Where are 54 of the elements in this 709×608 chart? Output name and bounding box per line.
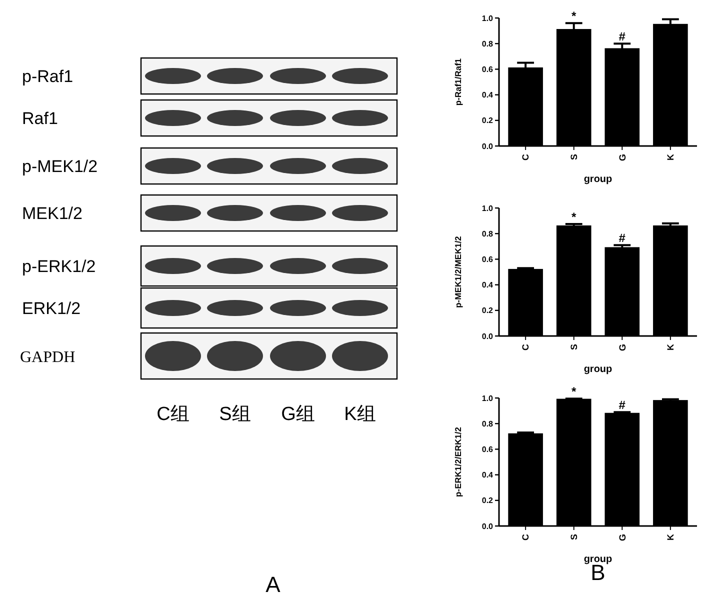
y-axis-title: p-MEK1/2/MEK1/2 bbox=[453, 236, 463, 308]
y-tick-label: 0.6 bbox=[482, 445, 494, 454]
x-tick-label: C bbox=[520, 534, 531, 540]
text: G组 bbox=[281, 404, 315, 425]
x-tick-label: K bbox=[666, 344, 676, 350]
y-tick-label: 0.4 bbox=[482, 90, 494, 100]
annotation: # bbox=[618, 231, 626, 246]
text: S组 bbox=[219, 404, 251, 425]
y-tick-label: 0.2 bbox=[482, 306, 494, 316]
annotation: # bbox=[618, 30, 626, 44]
y-tick-label: 0.6 bbox=[482, 255, 494, 264]
y-tick-label: 1.0 bbox=[482, 14, 494, 23]
annotation: # bbox=[618, 398, 626, 412]
y-tick-label: 0.0 bbox=[482, 332, 494, 341]
y-tick-label: 0.2 bbox=[482, 116, 494, 126]
x-tick-label: K bbox=[666, 534, 676, 540]
x-axis-title: group bbox=[584, 554, 612, 565]
text: Raf1 bbox=[22, 109, 58, 128]
x-axis-title: group bbox=[584, 174, 612, 185]
y-tick-label: 0.8 bbox=[482, 229, 494, 238]
text: C组 bbox=[156, 404, 190, 425]
y-tick-label: 0.4 bbox=[482, 280, 494, 290]
y-tick-label: 0.0 bbox=[482, 142, 494, 151]
text: p-Raf1 bbox=[22, 67, 74, 86]
y-tick-label: 1.0 bbox=[482, 204, 494, 213]
annotation: * bbox=[572, 210, 577, 224]
y-tick-label: 0.6 bbox=[482, 65, 494, 74]
text: MEK1/2 bbox=[22, 204, 82, 223]
text: p-MEK1/2 bbox=[22, 157, 98, 176]
x-tick-label: C bbox=[520, 154, 531, 160]
x-tick-label: C bbox=[520, 344, 531, 350]
annotation: * bbox=[572, 9, 577, 24]
x-axis-title: group bbox=[584, 364, 612, 375]
y-tick-label: 1.0 bbox=[482, 394, 494, 403]
text: A bbox=[266, 572, 281, 597]
y-axis-title: p-Raf1/Raf1 bbox=[453, 58, 463, 106]
x-tick-label: K bbox=[666, 154, 676, 160]
x-tick-label: G bbox=[617, 154, 628, 162]
y-tick-label: 0.0 bbox=[482, 522, 494, 531]
x-tick-label: S bbox=[569, 154, 580, 160]
x-tick-label: S bbox=[569, 534, 580, 540]
y-tick-label: 0.2 bbox=[482, 496, 494, 506]
text: p-ERK1/2 bbox=[22, 257, 96, 276]
y-tick-label: 0.4 bbox=[482, 470, 494, 480]
x-tick-label: S bbox=[569, 344, 580, 350]
text: K组 bbox=[344, 404, 376, 425]
y-tick-label: 0.8 bbox=[482, 419, 494, 428]
x-tick-label: G bbox=[617, 534, 628, 542]
x-tick-label: G bbox=[617, 344, 628, 352]
annotation: * bbox=[572, 384, 577, 399]
text: GAPDH bbox=[20, 349, 76, 366]
y-axis-title: p-ERK1/2/ERK1/2 bbox=[453, 426, 463, 497]
y-tick-label: 0.8 bbox=[482, 39, 494, 48]
text: ERK1/2 bbox=[22, 299, 81, 318]
